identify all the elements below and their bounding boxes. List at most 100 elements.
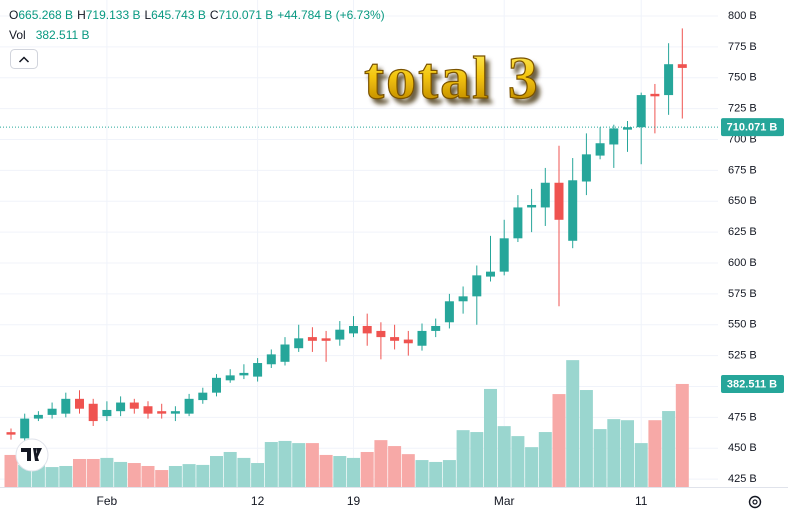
- candle-body: [280, 344, 290, 362]
- volume-bar: [333, 456, 347, 487]
- ohlc-item: H719.133 B: [77, 8, 140, 22]
- candle-body: [75, 398, 84, 409]
- y-tick-label: 675 B: [728, 164, 757, 176]
- candle-body: [486, 271, 495, 277]
- candle-body: [212, 377, 221, 393]
- ohlc-value: 719.133 B: [85, 8, 141, 22]
- volume-bar: [264, 442, 278, 487]
- x-tick-label: 11: [635, 494, 648, 508]
- chart-title: total 3: [364, 45, 540, 111]
- ohlc-item: C710.071 B: [210, 8, 273, 22]
- candle-body: [321, 338, 331, 341]
- volume-bar: [59, 465, 73, 487]
- volume-bar: [168, 465, 182, 487]
- candle-body: [595, 143, 605, 156]
- y-tick-label: 525 B: [728, 350, 757, 362]
- candle-body: [307, 337, 317, 341]
- volume-bar: [223, 451, 237, 487]
- volume-bar: [374, 440, 388, 487]
- candle-body: [198, 392, 208, 401]
- grid: [0, 0, 788, 488]
- candle-body: [88, 403, 98, 422]
- candle-body: [527, 204, 537, 208]
- y-tick-label: 425 B: [728, 473, 757, 485]
- logo[interactable]: [15, 438, 49, 472]
- candle-body: [444, 301, 454, 323]
- y-tick-label: 650 B: [728, 195, 757, 207]
- volume-bar: [45, 467, 59, 487]
- volume-bar: [456, 430, 470, 487]
- candle-body: [184, 398, 194, 414]
- candle-body: [47, 408, 57, 415]
- collapse-button[interactable]: [10, 49, 38, 69]
- volume-layer: [4, 360, 689, 487]
- candle-body: [554, 182, 564, 220]
- candle-body: [513, 207, 523, 239]
- ohlc-value: 665.268 B: [18, 8, 74, 22]
- candle-body: [102, 409, 112, 417]
- volume-bar: [401, 454, 415, 487]
- candle-body: [403, 339, 413, 344]
- candle-body: [335, 329, 345, 340]
- candle-layer: [6, 28, 687, 449]
- settings-button[interactable]: [748, 495, 762, 509]
- candle-body: [253, 363, 263, 377]
- candle-body: [376, 330, 386, 338]
- y-tick-label: 575 B: [728, 288, 757, 300]
- candle-body: [609, 128, 619, 145]
- candle-body: [568, 180, 578, 241]
- volume-bar: [292, 443, 306, 487]
- volume-bar: [470, 432, 484, 487]
- candle-body: [458, 296, 468, 302]
- candle-body: [116, 402, 126, 412]
- volume-bar: [182, 464, 196, 487]
- candle-body: [664, 64, 674, 96]
- volume-bar: [347, 457, 360, 487]
- volume-bar: [86, 458, 100, 487]
- candle-body: [239, 372, 249, 376]
- x-tick-label: 12: [251, 494, 265, 508]
- candle-body: [472, 275, 482, 297]
- volume-key: Vol: [9, 28, 26, 42]
- candle-body: [225, 375, 235, 381]
- volume-bar: [73, 458, 86, 487]
- candle-body: [499, 238, 509, 272]
- x-tick-label: Mar: [494, 494, 515, 508]
- candle-body: [20, 418, 30, 439]
- volume-bar: [662, 411, 676, 487]
- x-tick-label: Feb: [97, 494, 118, 508]
- y-tick-label: 700 B: [728, 133, 757, 145]
- candle-body: [581, 154, 591, 182]
- ohlc-item: O665.268 B: [9, 8, 73, 22]
- ohlc-value: 710.071 B: [218, 8, 274, 22]
- volume-bar: [388, 446, 402, 487]
- candle-body: [650, 93, 660, 97]
- candle-body: [362, 325, 372, 334]
- volume-bar: [525, 447, 539, 487]
- y-tick-label: 550 B: [728, 319, 757, 331]
- x-tick-label: 19: [347, 494, 361, 508]
- volume-label: 382.511 B: [727, 378, 777, 390]
- volume-bar: [593, 429, 607, 487]
- volume-value: 382.511 B: [35, 28, 90, 42]
- ohlc-item: L645.743 B: [144, 8, 205, 22]
- y-tick-label: 600 B: [728, 257, 757, 269]
- volume-bar: [566, 360, 580, 487]
- volume-bar: [415, 460, 429, 487]
- ohlc-key: O: [9, 8, 19, 22]
- candle-body: [349, 325, 358, 334]
- candle-body: [33, 414, 43, 419]
- volume-bar: [675, 383, 689, 487]
- ohlc-value: 645.743 B: [151, 8, 206, 22]
- volume-bar: [319, 454, 333, 487]
- candle-body: [677, 64, 687, 68]
- volume-bar: [305, 443, 319, 487]
- volume-bar: [100, 457, 114, 487]
- volume-bar: [552, 394, 566, 487]
- volume-bar: [360, 451, 374, 487]
- volume-bar: [237, 457, 251, 487]
- volume-bar: [196, 464, 210, 487]
- candle-body: [266, 354, 276, 365]
